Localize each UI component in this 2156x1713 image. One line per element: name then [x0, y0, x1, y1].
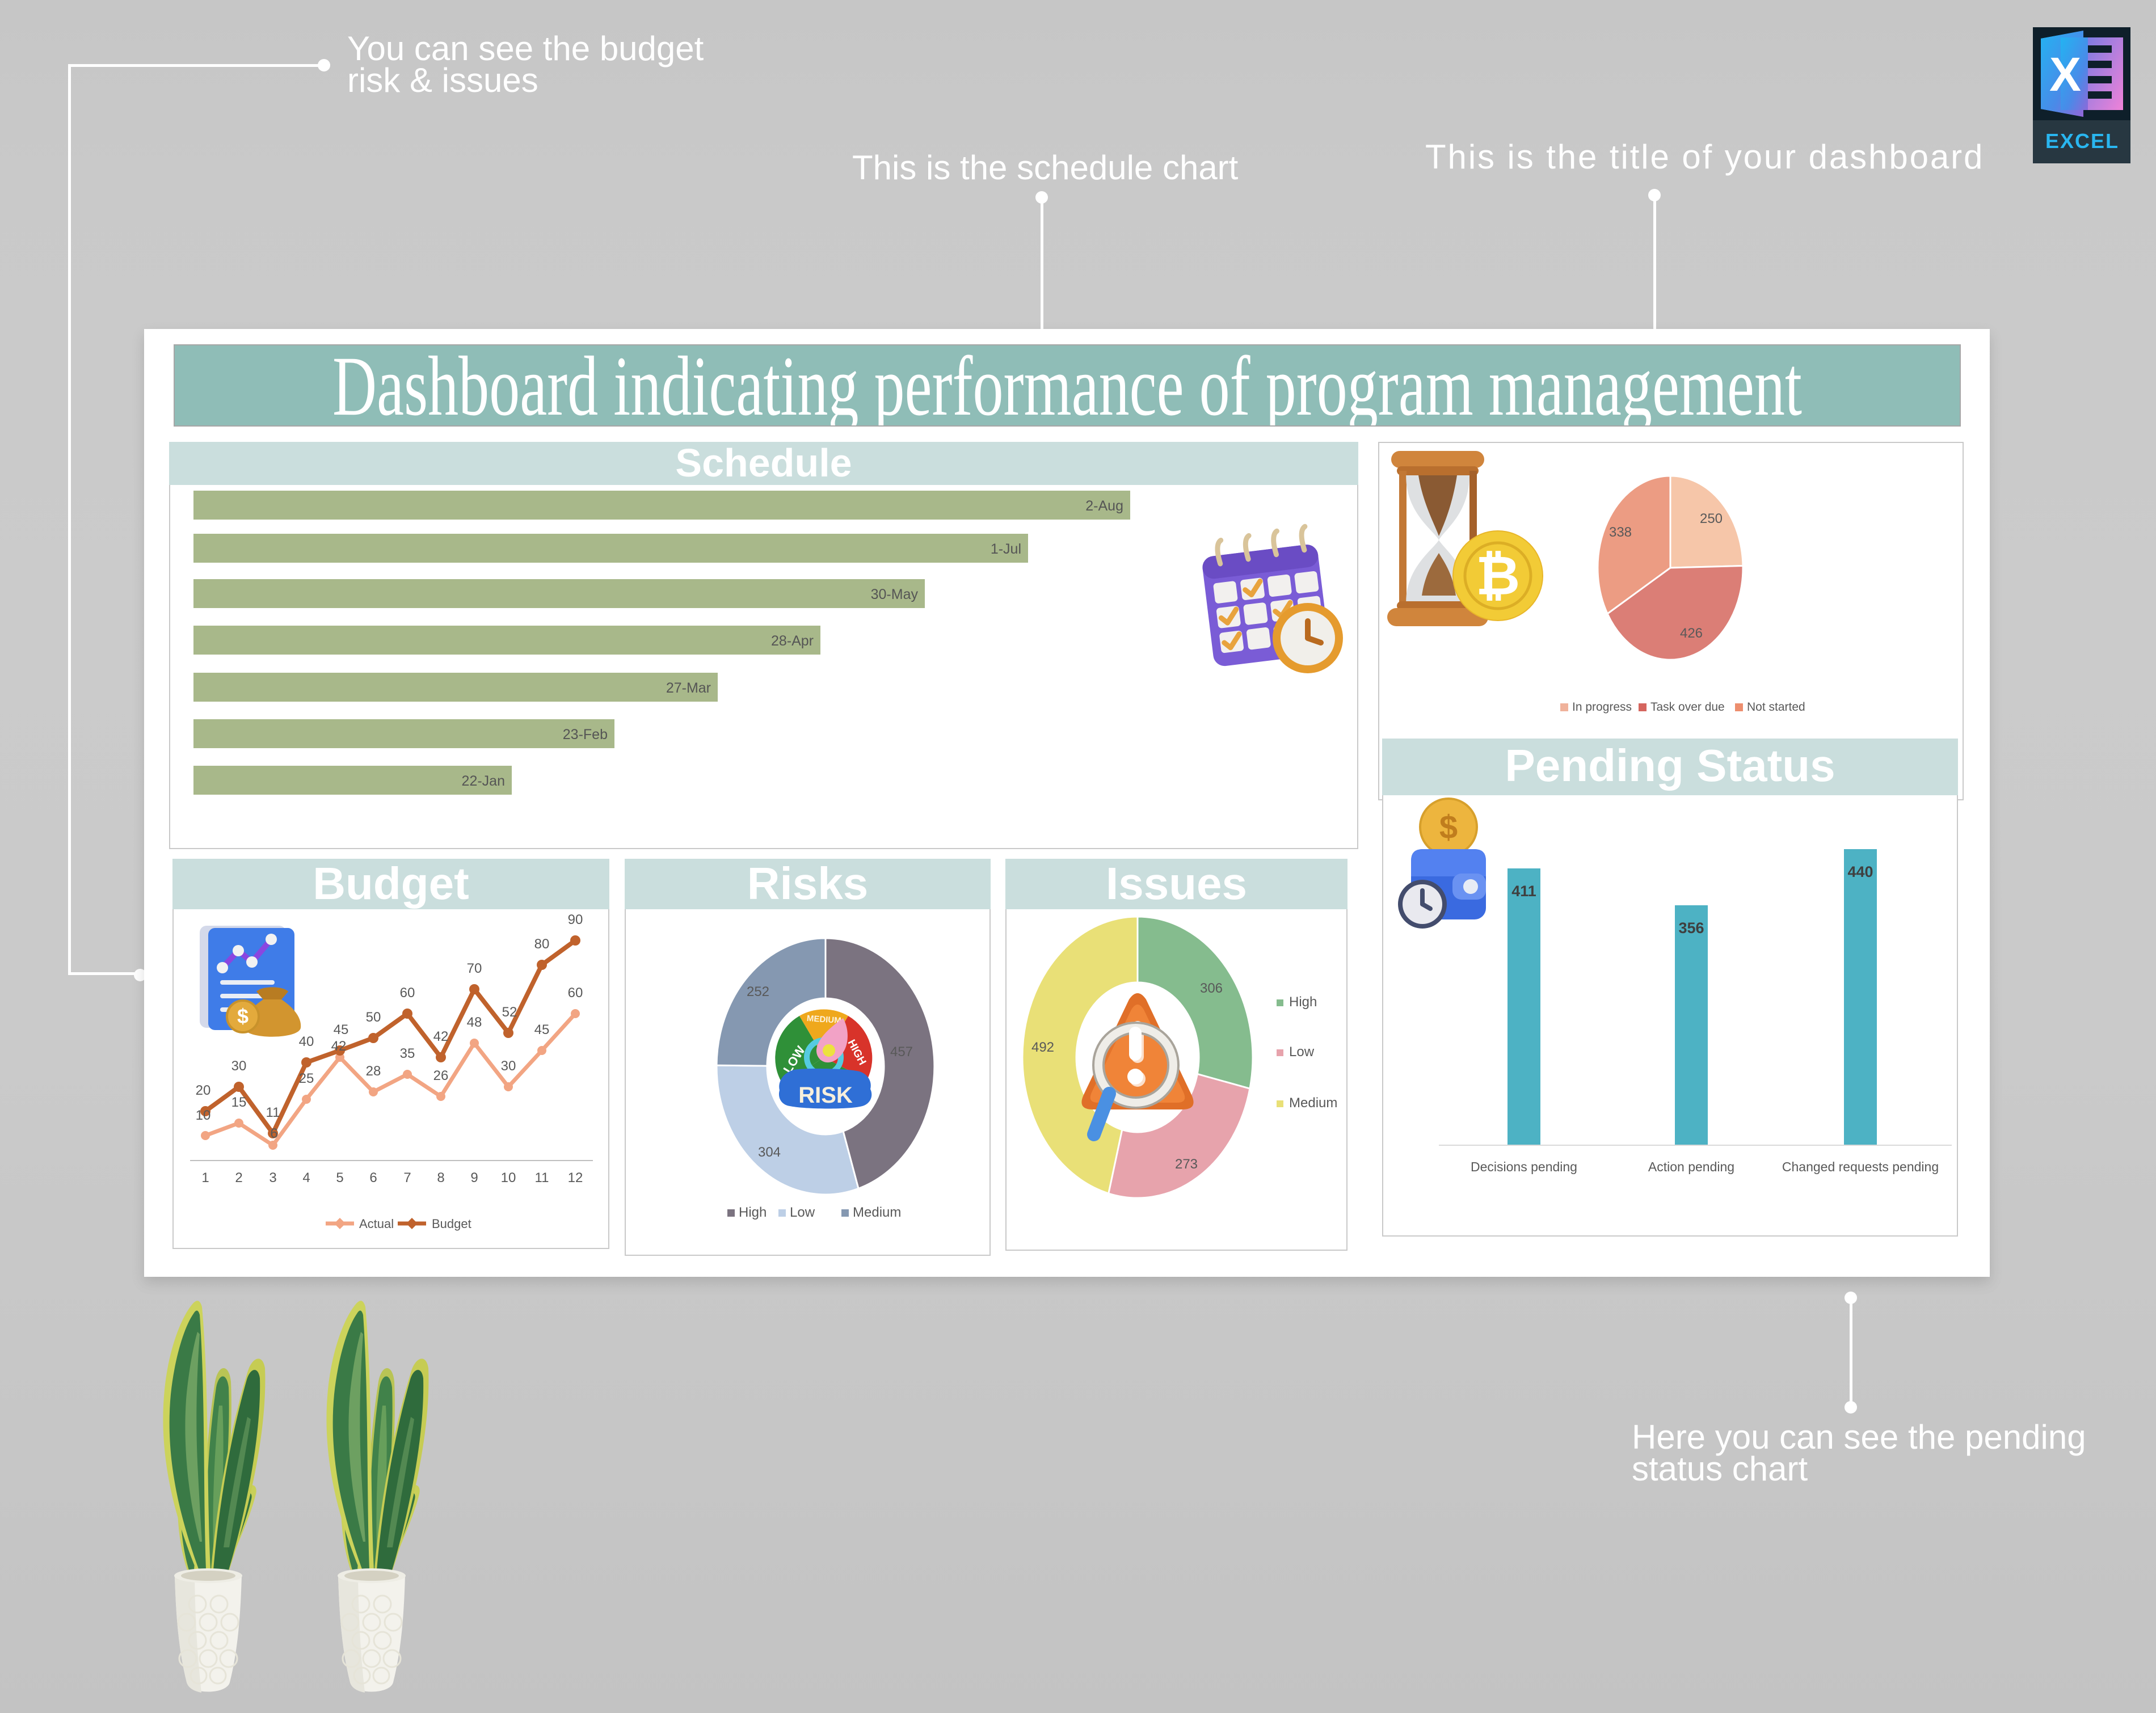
svg-text:304: 304	[758, 1145, 781, 1160]
svg-text:3: 3	[269, 1170, 276, 1185]
svg-text:80: 80	[534, 936, 550, 952]
svg-text:6: 6	[369, 1170, 377, 1185]
svg-text:457: 457	[890, 1044, 913, 1060]
svg-text:7: 7	[403, 1170, 411, 1185]
svg-text:6: 6	[270, 1126, 277, 1141]
svg-text:In progress: In progress	[1572, 701, 1632, 714]
svg-text:Dashboard indicating performan: Dashboard indicating performance of prog…	[332, 345, 1802, 425]
svg-text:30: 30	[501, 1058, 516, 1074]
svg-text:60: 60	[568, 985, 583, 1001]
svg-text:20: 20	[196, 1083, 211, 1098]
svg-text:Budget: Budget	[432, 1217, 471, 1231]
svg-text:8: 8	[437, 1170, 444, 1185]
svg-text:25: 25	[299, 1071, 314, 1086]
svg-text:MEDIUM: MEDIUM	[806, 1014, 841, 1026]
svg-text:Medium: Medium	[853, 1205, 901, 1220]
svg-text:9: 9	[470, 1170, 478, 1185]
svg-text:High: High	[739, 1205, 767, 1220]
svg-text:EXCEL: EXCEL	[2045, 129, 2119, 153]
svg-text:$: $	[1439, 809, 1458, 846]
svg-text:426: 426	[1680, 626, 1703, 641]
svg-text:Medium: Medium	[1289, 1095, 1337, 1111]
svg-text:15: 15	[231, 1095, 247, 1110]
svg-text:Low: Low	[790, 1205, 815, 1220]
svg-text:250: 250	[1700, 511, 1723, 526]
svg-text:10: 10	[196, 1108, 211, 1123]
svg-text:RISK: RISK	[798, 1083, 853, 1108]
svg-text:11: 11	[535, 1170, 549, 1185]
svg-text:5: 5	[336, 1170, 343, 1185]
svg-text:12: 12	[568, 1170, 583, 1185]
svg-text:28: 28	[366, 1064, 381, 1079]
svg-text:11: 11	[266, 1105, 280, 1120]
svg-text:90: 90	[568, 912, 583, 927]
svg-text:₿: ₿	[1476, 546, 1520, 606]
svg-text:4: 4	[302, 1170, 310, 1185]
svg-text:2: 2	[235, 1170, 242, 1185]
svg-text:42: 42	[433, 1029, 449, 1044]
svg-text:50: 50	[366, 1010, 381, 1025]
svg-text:42: 42	[331, 1039, 347, 1054]
svg-text:Task over due: Task over due	[1650, 701, 1725, 714]
svg-text:X: X	[2049, 48, 2081, 101]
svg-text:Not started: Not started	[1747, 701, 1805, 714]
svg-text:35: 35	[400, 1046, 415, 1061]
svg-text:40: 40	[299, 1034, 314, 1049]
svg-text:45: 45	[334, 1022, 349, 1037]
svg-text:52: 52	[502, 1005, 517, 1020]
svg-text:Low: Low	[1289, 1044, 1315, 1060]
svg-text:1: 1	[201, 1170, 209, 1185]
svg-text:70: 70	[467, 961, 482, 976]
svg-text:48: 48	[467, 1015, 482, 1030]
svg-text:306: 306	[1200, 981, 1223, 996]
svg-text:492: 492	[1031, 1040, 1054, 1055]
svg-text:$: $	[237, 1005, 249, 1028]
svg-text:45: 45	[534, 1022, 550, 1037]
svg-text:High: High	[1289, 994, 1317, 1010]
svg-text:26: 26	[433, 1068, 449, 1083]
svg-text:273: 273	[1175, 1157, 1198, 1172]
svg-text:30: 30	[231, 1058, 247, 1074]
svg-text:Actual: Actual	[359, 1217, 394, 1231]
svg-text:338: 338	[1609, 525, 1632, 540]
svg-text:10: 10	[501, 1170, 516, 1185]
svg-text:60: 60	[400, 985, 415, 1001]
svg-text:252: 252	[747, 984, 769, 999]
